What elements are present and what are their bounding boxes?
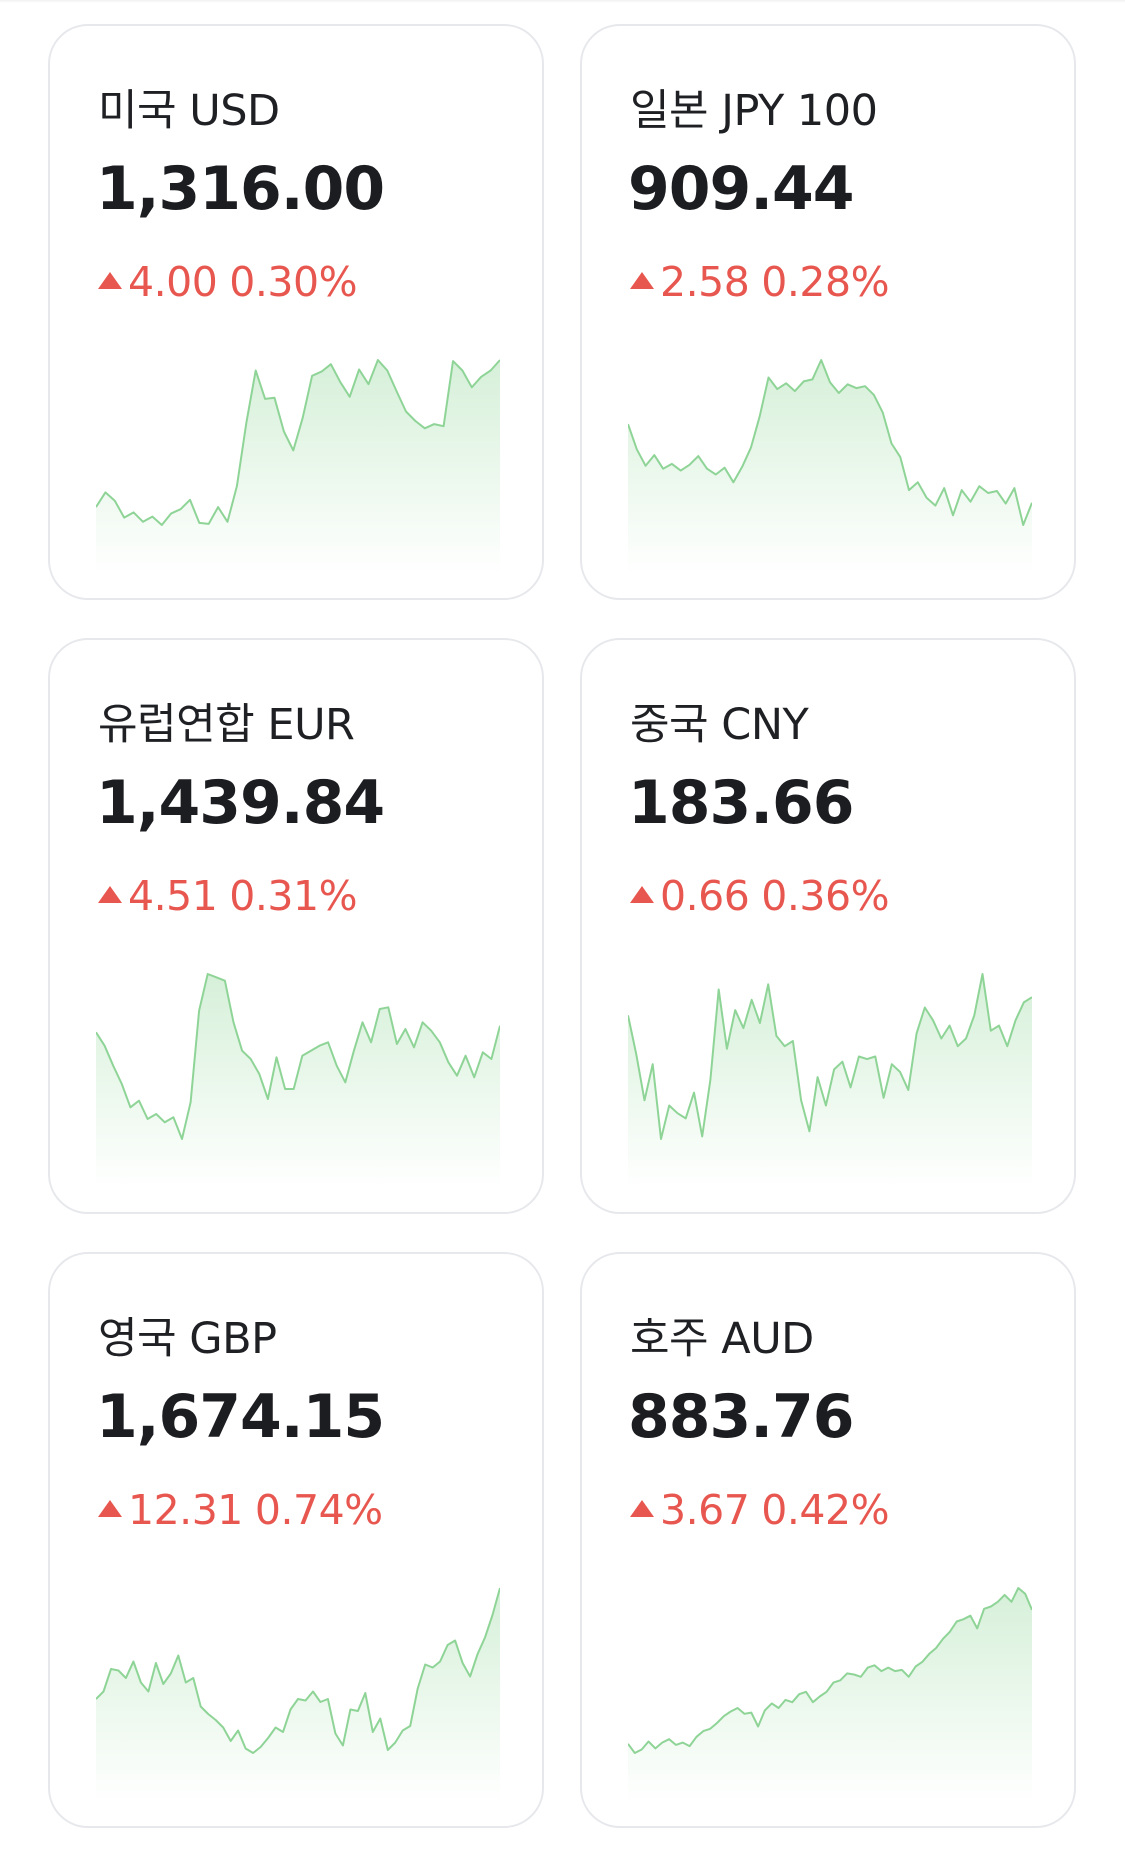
change-amount: 12.31: [128, 1486, 243, 1534]
rate-change: 12.31 0.74%: [98, 1486, 383, 1534]
change-amount: 4.51: [128, 872, 218, 920]
sparkline-area: [628, 360, 1032, 576]
exchange-rate: 883.76: [628, 1382, 855, 1452]
sparkline-area: [96, 974, 500, 1190]
exchange-rate: 1,674.15: [96, 1382, 385, 1452]
rate-card-cny[interactable]: 중국 CNY 183.66 0.66 0.36%: [580, 638, 1076, 1214]
rate-change: 0.66 0.36%: [630, 872, 890, 920]
rate-change: 4.51 0.31%: [98, 872, 358, 920]
sparkline-line: [628, 359, 1032, 526]
rate-card-gbp[interactable]: 영국 GBP 1,674.15 12.31 0.74%: [48, 1252, 544, 1828]
change-amount: 2.58: [660, 258, 750, 306]
sparkline-chart: [628, 359, 1032, 576]
change-amount: 3.67: [660, 1486, 750, 1534]
sparkline-line: [96, 973, 500, 1140]
change-percent: 0.30%: [229, 258, 358, 306]
up-triangle-icon: [630, 885, 654, 903]
sparkline-line: [628, 1587, 1032, 1754]
sparkline-line: [96, 1587, 500, 1754]
up-triangle-icon: [98, 1499, 122, 1517]
up-triangle-icon: [98, 271, 122, 289]
sparkline-area: [628, 1588, 1032, 1804]
exchange-rate: 1,316.00: [96, 154, 385, 224]
currency-name: 중국 CNY: [630, 700, 809, 750]
exchange-rate: 183.66: [628, 768, 855, 838]
currency-name: 유럽연합 EUR: [98, 700, 355, 750]
up-triangle-icon: [630, 271, 654, 289]
exchange-rate-grid: 미국 USD 1,316.00 4.00 0.30% 일본 JPY 100 90…: [48, 24, 1078, 1828]
sparkline-chart: [96, 973, 500, 1190]
change-amount: 4.00: [128, 258, 218, 306]
change-percent: 0.36%: [761, 872, 890, 920]
sparkline-chart: [96, 1587, 500, 1804]
rate-change: 2.58 0.28%: [630, 258, 890, 306]
exchange-rate: 1,439.84: [96, 768, 385, 838]
change-percent: 0.42%: [761, 1486, 890, 1534]
up-triangle-icon: [630, 1499, 654, 1517]
sparkline-area: [628, 974, 1032, 1190]
sparkline-chart: [628, 973, 1032, 1190]
rate-card-jpy[interactable]: 일본 JPY 100 909.44 2.58 0.28%: [580, 24, 1076, 600]
rate-card-usd[interactable]: 미국 USD 1,316.00 4.00 0.30%: [48, 24, 544, 600]
sparkline-chart: [628, 1587, 1032, 1804]
sparkline-area: [96, 360, 500, 576]
top-divider: [0, 0, 1125, 3]
up-triangle-icon: [98, 885, 122, 903]
rate-card-eur[interactable]: 유럽연합 EUR 1,439.84 4.51 0.31%: [48, 638, 544, 1214]
rate-change: 3.67 0.42%: [630, 1486, 890, 1534]
rate-card-aud[interactable]: 호주 AUD 883.76 3.67 0.42%: [580, 1252, 1076, 1828]
currency-name: 호주 AUD: [630, 1314, 814, 1364]
currency-name: 일본 JPY 100: [630, 86, 878, 136]
sparkline-chart: [96, 359, 500, 576]
change-percent: 0.31%: [229, 872, 358, 920]
currency-name: 영국 GBP: [98, 1314, 277, 1364]
currency-name: 미국 USD: [98, 86, 280, 136]
change-percent: 0.28%: [761, 258, 890, 306]
change-amount: 0.66: [660, 872, 750, 920]
rate-change: 4.00 0.30%: [98, 258, 358, 306]
sparkline-line: [96, 359, 500, 526]
exchange-rate: 909.44: [628, 154, 855, 224]
change-percent: 0.74%: [254, 1486, 383, 1534]
sparkline-area: [96, 1588, 500, 1804]
sparkline-line: [628, 973, 1032, 1140]
